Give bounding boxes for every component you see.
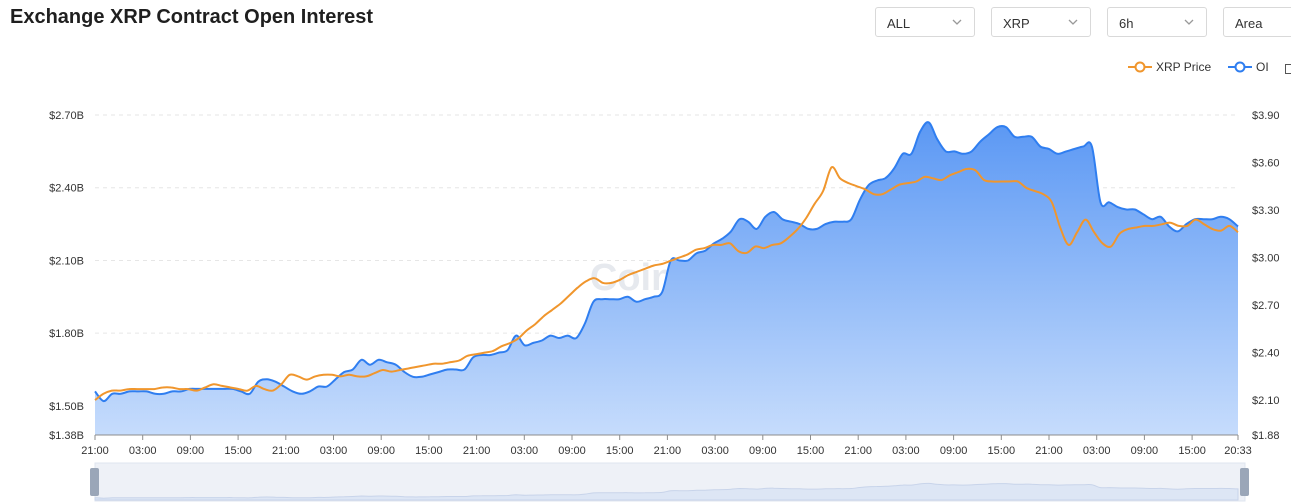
xrp-price-line	[94, 166, 1239, 401]
y-right-tick-label: $3.00	[1252, 253, 1280, 265]
y-axis-right: $1.88 $2.10 $2.40 $2.70 $3.00 $3.30 $3.60 $3.90	[1252, 110, 1280, 442]
series-layer	[94, 121, 1239, 435]
x-tick-label: 03:00	[320, 445, 348, 457]
x-tick-label: 03:00	[511, 445, 539, 457]
x-tick-label: 20:33	[1224, 445, 1252, 457]
x-tick-label: 09:00	[177, 445, 205, 457]
chart-style-select[interactable]: Area	[1223, 7, 1291, 37]
x-tick-label: 09:00	[1131, 445, 1159, 457]
y-right-tick-label: $1.88	[1252, 430, 1280, 442]
x-tick-label: 21:00	[463, 445, 491, 457]
x-tick-label: 03:00	[129, 445, 157, 457]
y-left-tick-label: $1.38B	[49, 430, 84, 442]
x-tick-label: 09:00	[367, 445, 395, 457]
x-tick-label: 03:00	[892, 445, 920, 457]
y-right-tick-label: $2.70	[1252, 300, 1280, 312]
x-tick-label: 21:00	[654, 445, 682, 457]
x-axis: 21:00 03:00 09:00 15:00 21:00 03:00 09:00 15:00…	[81, 434, 1252, 457]
x-tick-label: 15:00	[606, 445, 634, 457]
y-right-tick-label: $3.90	[1252, 110, 1280, 122]
legend-oi-marker	[1228, 61, 1252, 73]
symbol-select-value: XRP	[1003, 16, 1030, 31]
y-left-tick-label: $1.50B	[49, 401, 84, 413]
x-tick-label: 21:00	[1035, 445, 1063, 457]
x-tick-label: 09:00	[558, 445, 586, 457]
interval-select-value: 6h	[1119, 16, 1134, 31]
x-tick-label: 09:00	[749, 445, 777, 457]
data-zoom-slider[interactable]	[90, 462, 1249, 502]
x-tick-label: 15:00	[797, 445, 825, 457]
y-left-tick-label: $1.80B	[49, 328, 84, 340]
x-tick-label: 03:00	[1083, 445, 1111, 457]
legend-oi-label: OI	[1256, 60, 1269, 74]
legend-overflow-icon[interactable]	[1285, 64, 1291, 74]
y-right-tick-label: $2.40	[1252, 348, 1280, 360]
x-tick-label: 21:00	[81, 445, 109, 457]
page-title: Exchange XRP Contract Open Interest	[10, 6, 374, 28]
chart-style-select-value: Area	[1235, 16, 1263, 31]
interval-select[interactable]: 6h	[1107, 7, 1207, 37]
x-tick-label: 15:00	[988, 445, 1016, 457]
zoom-preview	[94, 482, 1239, 501]
y-left-tick-label: $2.40B	[49, 183, 84, 195]
exchange-select[interactable]: ALL	[875, 7, 975, 37]
y-left-tick-label: $2.10B	[49, 255, 84, 267]
chevron-down-icon	[1184, 19, 1194, 25]
chevron-down-icon	[952, 19, 962, 25]
x-tick-label: 21:00	[844, 445, 872, 457]
x-tick-label: 15:00	[1178, 445, 1206, 457]
y-left-tick-label: $2.70B	[49, 110, 84, 122]
x-tick-label: 03:00	[701, 445, 729, 457]
legend-price-marker	[1128, 61, 1152, 73]
y-right-tick-label: $2.10	[1252, 395, 1280, 407]
x-tick-label: 21:00	[272, 445, 300, 457]
y-right-tick-label: $3.60	[1252, 158, 1280, 170]
y-right-tick-label: $3.30	[1252, 205, 1280, 217]
zoom-handle-right[interactable]	[1240, 468, 1249, 496]
x-tick-label: 09:00	[940, 445, 968, 457]
zoom-handle-left[interactable]	[90, 468, 99, 496]
legend-price-label: XRP Price	[1156, 60, 1212, 74]
y-axis-left: $1.38B $1.50B $1.80B $2.10B $2.40B $2.70B	[49, 110, 84, 442]
x-tick-label: 15:00	[224, 445, 252, 457]
legend-item-oi[interactable]: OI	[1228, 60, 1269, 74]
x-tick-label: 15:00	[415, 445, 443, 457]
legend-item-price[interactable]: XRP Price	[1128, 60, 1211, 74]
symbol-select[interactable]: XRP	[991, 7, 1091, 37]
oi-line	[94, 121, 1239, 403]
exchange-select-value: ALL	[887, 16, 911, 31]
chevron-down-icon	[1068, 19, 1078, 25]
